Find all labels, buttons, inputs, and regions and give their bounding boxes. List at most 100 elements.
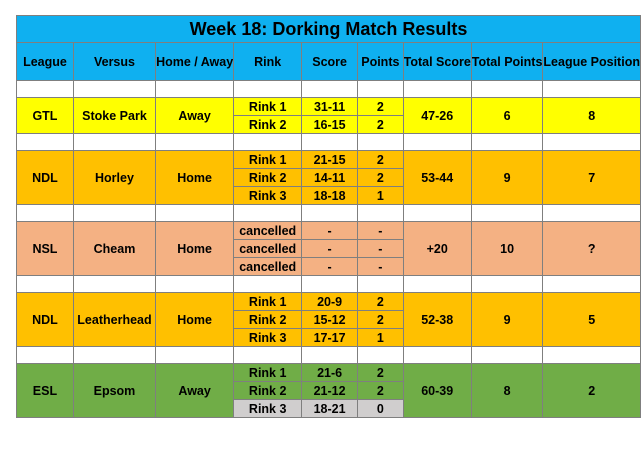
rink-row: ESL Epsom Away Rink 1 21-6 2 60-39 8 2 — [16, 363, 641, 418]
score-cell: 21-12 — [301, 381, 359, 400]
score-cell: 18-18 — [301, 186, 359, 205]
rink-cell: Rink 3 — [233, 186, 303, 205]
rink-row: Rink 3 17-17 1 — [17, 328, 641, 347]
spacer-cell — [72, 275, 157, 293]
points-cell: - — [357, 239, 404, 258]
header-versus: Versus — [72, 42, 157, 81]
total-score-cell: 60-39 — [402, 363, 472, 418]
spacer-cell — [155, 346, 235, 364]
spacer-cell — [357, 133, 404, 151]
score-cell: 21-15 — [301, 150, 359, 169]
table-title: Week 18: Dorking Match Results — [16, 15, 641, 43]
spacer-cell — [542, 204, 641, 222]
spacer-cell — [233, 133, 303, 151]
points-cell: 2 — [357, 115, 404, 134]
rink-cell: Rink 2 — [233, 168, 303, 187]
points-cell: 2 — [357, 168, 404, 187]
spacer-cell — [402, 346, 472, 364]
points-cell: 2 — [357, 381, 404, 400]
points-cell: 2 — [357, 150, 404, 169]
header-home-away: Home / Away — [155, 42, 235, 81]
spacer-cell — [72, 346, 157, 364]
spacer-cell — [357, 80, 404, 98]
score-cell: 18-21 — [301, 399, 359, 418]
spacer-cell — [301, 133, 359, 151]
spacer-cell — [155, 204, 235, 222]
score-cell: 20-9 — [301, 292, 359, 311]
league-cell: NDL — [16, 292, 74, 347]
league-position-cell: 2 — [542, 363, 641, 418]
league-cell: NDL — [16, 150, 74, 205]
spacer-row — [16, 80, 641, 98]
spacer-cell — [402, 80, 472, 98]
spacer-cell — [233, 346, 303, 364]
versus-cell: Leatherhead — [72, 292, 157, 347]
spacer-cell — [542, 346, 641, 364]
rink-cell: Rink 3 — [233, 328, 303, 347]
spacer-cell — [233, 80, 303, 98]
score-cell: - — [301, 221, 359, 240]
rink-cell: Rink 1 — [233, 292, 303, 311]
spacer-cell — [72, 204, 157, 222]
league-cell: GTL — [16, 97, 74, 134]
rink-row: Rink 2 15-12 2 — [17, 310, 641, 329]
total-score-cell: 52-38 — [402, 292, 472, 347]
versus-cell: Cheam — [72, 221, 157, 276]
results-body: GTL Stoke Park Away Rink 1 31-11 2 47-26 6 8 Rink… — [16, 80, 641, 418]
home-away-cell: Home — [155, 150, 235, 205]
total-points-cell: 9 — [470, 292, 544, 347]
spacer-row — [16, 346, 641, 364]
points-cell: 1 — [357, 328, 404, 347]
rink-row: NSL Cheam Home cancelled - - +20 10? — [16, 221, 641, 276]
spacer-cell — [402, 133, 472, 151]
rink-cell: Rink 2 — [233, 115, 303, 134]
points-cell: - — [357, 221, 404, 240]
score-cell: - — [301, 239, 359, 258]
spacer-cell — [155, 275, 235, 293]
header-league: League — [16, 42, 74, 81]
spacer-cell — [357, 275, 404, 293]
rink-cell: cancelled — [233, 239, 303, 258]
rink-row: cancelled - - — [17, 257, 641, 276]
spacer-cell — [72, 133, 157, 151]
score-cell: - — [301, 257, 359, 276]
spacer-row — [16, 204, 641, 222]
league-position-cell: 5 — [542, 292, 641, 347]
spacer-cell — [301, 275, 359, 293]
rink-row: Rink 3 18-21 0 — [17, 399, 641, 418]
header-league-position: League Position — [542, 42, 641, 81]
points-cell: 0 — [357, 399, 404, 418]
spacer-cell — [402, 275, 472, 293]
league-position-cell: 8 — [542, 97, 641, 134]
total-points-cell: 6 — [470, 97, 544, 134]
points-cell: 2 — [357, 363, 404, 382]
spacer-row — [16, 133, 641, 151]
rink-cell: Rink 1 — [233, 150, 303, 169]
header-points: Points — [357, 42, 404, 81]
rink-cell: Rink 3 — [233, 399, 303, 418]
spacer-cell — [357, 346, 404, 364]
total-score-cell: 53-44 — [402, 150, 472, 205]
header-total-score: Total Score — [402, 42, 472, 81]
rink-cell: Rink 2 — [233, 310, 303, 329]
rink-row: Rink 2 16-15 2 — [17, 115, 641, 134]
points-cell: 2 — [357, 292, 404, 311]
rink-cell: Rink 1 — [233, 363, 303, 382]
league-position-cell: 7 — [542, 150, 641, 205]
home-away-cell: Away — [155, 97, 235, 134]
spacer-cell — [301, 80, 359, 98]
score-cell: 14-11 — [301, 168, 359, 187]
home-away-cell: Home — [155, 292, 235, 347]
versus-cell: Stoke Park — [72, 97, 157, 134]
spacer-cell — [16, 275, 74, 293]
spacer-row — [16, 275, 641, 293]
league-cell: NSL — [16, 221, 74, 276]
rink-cell: cancelled — [233, 257, 303, 276]
total-points-cell: 10 — [470, 221, 544, 276]
spacer-cell — [233, 204, 303, 222]
header-rink: Rink — [233, 42, 303, 81]
rink-cell: Rink 1 — [233, 97, 303, 116]
score-cell: 31-11 — [301, 97, 359, 116]
results-table: Week 18: Dorking Match Results League Ve… — [16, 15, 641, 418]
spacer-cell — [402, 204, 472, 222]
